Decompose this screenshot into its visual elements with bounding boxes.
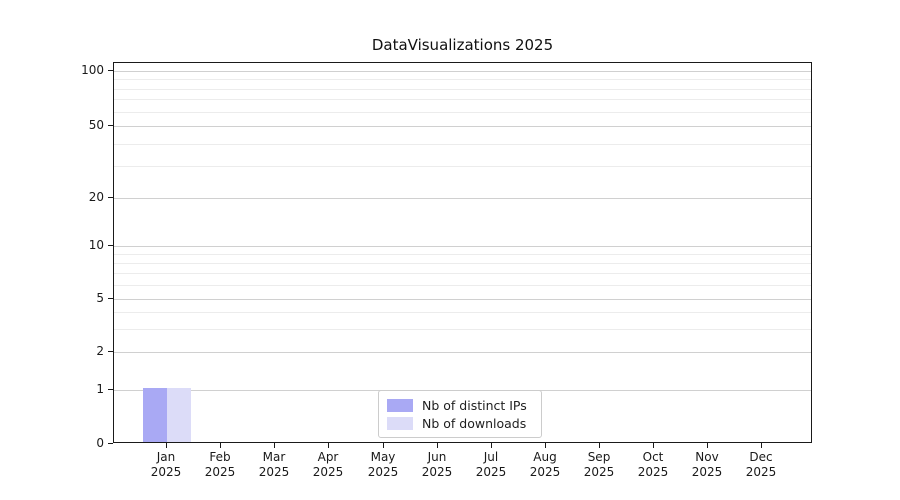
minor-gridline xyxy=(114,144,811,145)
major-gridline xyxy=(114,352,811,353)
x-tick-month: Dec xyxy=(749,450,773,464)
x-tick-mark xyxy=(599,443,600,448)
x-tick-year: 2025 xyxy=(583,465,615,479)
major-gridline xyxy=(114,198,811,199)
x-tick-year: 2025 xyxy=(204,465,236,479)
y-tick-mark xyxy=(108,245,113,246)
y-tick-mark xyxy=(108,70,113,71)
x-tick-mark xyxy=(383,443,384,448)
minor-gridline xyxy=(114,166,811,167)
x-tick-month: Mar xyxy=(262,450,286,464)
major-gridline xyxy=(114,246,811,247)
y-tick-mark xyxy=(108,351,113,352)
bar-downloads xyxy=(167,388,191,442)
major-gridline xyxy=(114,71,811,72)
y-tick-label: 50 xyxy=(88,118,104,132)
y-tick-mark xyxy=(108,298,113,299)
x-tick-year: 2025 xyxy=(258,465,290,479)
x-tick-month: Apr xyxy=(317,450,339,464)
legend-item: Nb of downloads xyxy=(387,415,533,433)
x-tick-year: 2025 xyxy=(367,465,399,479)
legend-swatch-downloads xyxy=(387,417,413,431)
x-tick-year: 2025 xyxy=(421,465,453,479)
legend-item: Nb of distinct IPs xyxy=(387,396,533,414)
x-tick-label: Mar 2025 xyxy=(246,450,302,480)
x-tick-month: Jun xyxy=(427,450,447,464)
minor-gridline xyxy=(114,312,811,313)
x-tick-mark xyxy=(653,443,654,448)
x-tick-month: Aug xyxy=(533,450,557,464)
x-tick-month: Oct xyxy=(642,450,664,464)
x-tick-label: Oct 2025 xyxy=(625,450,681,480)
x-tick-year: 2025 xyxy=(312,465,344,479)
legend-label: Nb of downloads xyxy=(422,416,527,432)
minor-gridline xyxy=(114,254,811,255)
bar-distinct-ips xyxy=(143,388,167,442)
x-tick-mark xyxy=(274,443,275,448)
minor-gridline xyxy=(114,112,811,113)
legend: Nb of distinct IPs Nb of downloads xyxy=(378,390,542,438)
minor-gridline xyxy=(114,273,811,274)
y-tick-label: 1 xyxy=(96,382,104,396)
minor-gridline xyxy=(114,285,811,286)
x-tick-label: May 2025 xyxy=(355,450,411,480)
minor-gridline xyxy=(114,263,811,264)
plot-area xyxy=(113,62,812,443)
x-tick-label: Dec 2025 xyxy=(733,450,789,480)
major-gridline xyxy=(114,126,811,127)
x-tick-month: Jul xyxy=(483,450,499,464)
x-tick-label: Jan 2025 xyxy=(138,450,194,480)
legend-swatch-distinct-ips xyxy=(387,398,413,412)
x-tick-year: 2025 xyxy=(745,465,777,479)
y-tick-label: 100 xyxy=(81,63,104,77)
y-tick-label: 20 xyxy=(88,190,104,204)
y-tick-mark xyxy=(108,443,113,444)
y-tick-label: 10 xyxy=(88,238,104,252)
x-tick-month: Nov xyxy=(695,450,719,464)
y-tick-mark xyxy=(108,389,113,390)
x-tick-mark xyxy=(491,443,492,448)
x-tick-mark xyxy=(437,443,438,448)
minor-gridline xyxy=(114,329,811,330)
x-tick-year: 2025 xyxy=(637,465,669,479)
x-tick-month: Feb xyxy=(209,450,231,464)
minor-gridline xyxy=(114,79,811,80)
x-tick-label: Jun 2025 xyxy=(409,450,465,480)
x-tick-month: Jan xyxy=(156,450,176,464)
x-tick-label: Sep 2025 xyxy=(571,450,627,480)
x-tick-mark xyxy=(166,443,167,448)
x-tick-label: Jul 2025 xyxy=(463,450,519,480)
x-tick-mark xyxy=(220,443,221,448)
x-tick-label: Nov 2025 xyxy=(679,450,735,480)
x-tick-mark xyxy=(761,443,762,448)
x-tick-mark xyxy=(328,443,329,448)
y-tick-mark xyxy=(108,125,113,126)
y-tick-label: 2 xyxy=(96,344,104,358)
y-tick-label: 0 xyxy=(96,436,104,450)
legend-label: Nb of distinct IPs xyxy=(422,397,527,413)
x-tick-month: Sep xyxy=(587,450,611,464)
x-tick-label: Apr 2025 xyxy=(300,450,356,480)
x-tick-year: 2025 xyxy=(529,465,561,479)
x-tick-year: 2025 xyxy=(150,465,182,479)
y-tick-label: 5 xyxy=(96,291,104,305)
minor-gridline xyxy=(114,99,811,100)
x-tick-year: 2025 xyxy=(475,465,507,479)
x-tick-label: Feb 2025 xyxy=(192,450,248,480)
x-tick-label: Aug 2025 xyxy=(517,450,573,480)
major-gridline xyxy=(114,299,811,300)
x-tick-mark xyxy=(707,443,708,448)
minor-gridline xyxy=(114,89,811,90)
x-tick-month: May xyxy=(370,450,396,464)
chart-title: DataVisualizations 2025 xyxy=(371,36,554,54)
x-tick-mark xyxy=(545,443,546,448)
x-tick-year: 2025 xyxy=(691,465,723,479)
y-tick-mark xyxy=(108,197,113,198)
